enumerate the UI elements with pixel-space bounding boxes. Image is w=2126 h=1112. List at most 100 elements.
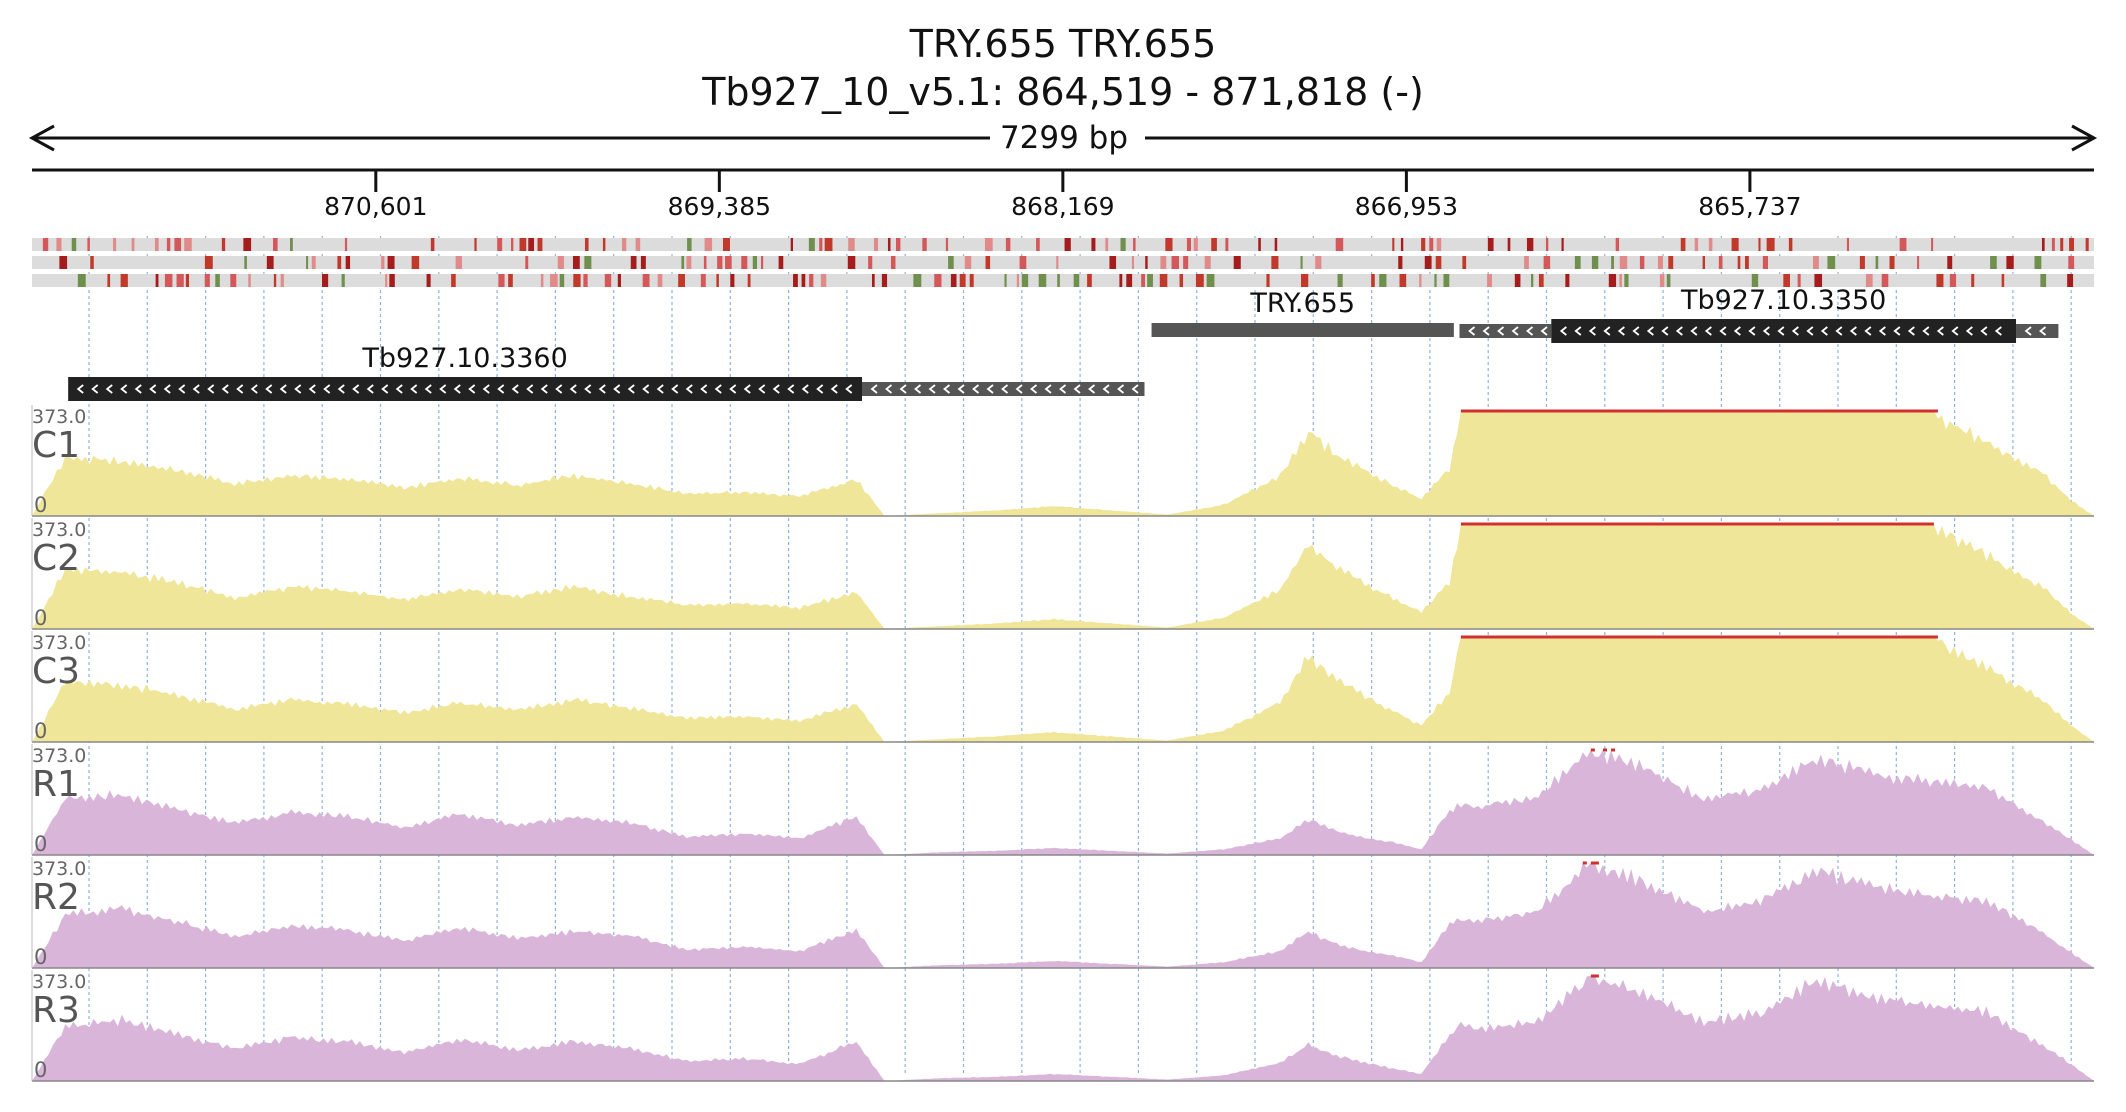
coverage-track-r1[interactable]: 373.0R1 0 xyxy=(31,744,2094,856)
strand-chevron-icon xyxy=(236,384,244,394)
variant-mark xyxy=(1145,256,1148,269)
strand-chevron-icon xyxy=(1482,326,1490,336)
strand-chevron-icon xyxy=(1777,326,1785,336)
coverage-track-c1[interactable]: 373.0C1 0 xyxy=(31,405,2094,517)
variant-mark xyxy=(1109,256,1117,269)
strand-chevron-icon xyxy=(381,384,389,394)
strand-chevron-icon xyxy=(845,384,853,394)
strand-chevron-icon xyxy=(729,384,737,394)
strand-chevron-icon xyxy=(323,384,331,394)
variant-mark xyxy=(1105,238,1109,251)
gene-tb927-10-3350[interactable]: Tb927.10.3350 xyxy=(1459,285,2059,343)
strand-chevron-icon xyxy=(1835,326,1843,336)
coverage-track-r3[interactable]: 373.0R3 0 xyxy=(31,970,2094,1082)
variant-mark xyxy=(1751,274,1759,287)
coverage-track-c2[interactable]: 373.0C2 0 xyxy=(31,518,2094,630)
variant-mark xyxy=(77,274,86,287)
variant-mark xyxy=(2001,274,2005,287)
strand-chevron-icon xyxy=(1936,326,1944,336)
variant-mark xyxy=(87,238,90,251)
variant-mark xyxy=(1335,238,1344,251)
variant-mark xyxy=(1186,238,1192,251)
variant-mark xyxy=(847,256,856,269)
variant-mark xyxy=(1421,238,1426,251)
variant-mark xyxy=(1574,256,1581,269)
strand-chevron-icon xyxy=(1044,384,1052,394)
variant-mark xyxy=(519,238,527,251)
variant-mark xyxy=(1718,256,1723,269)
variant-mark xyxy=(559,274,565,287)
strand-chevron-icon xyxy=(627,384,635,394)
strand-chevron-icon xyxy=(1980,326,1988,336)
variant-mark xyxy=(950,274,957,287)
variant-mark xyxy=(1875,256,1879,269)
strand-chevron-icon xyxy=(294,384,302,394)
strand-chevron-icon xyxy=(221,384,229,394)
ruler-tick-label: 868,169 xyxy=(1011,192,1114,221)
coverage-track-r2[interactable]: 373.0R2 0 xyxy=(31,857,2094,969)
arrow-left-icon xyxy=(28,124,55,152)
strand-chevron-icon xyxy=(453,384,461,394)
variant-mark xyxy=(703,256,707,269)
variant-mark xyxy=(984,238,993,251)
variant-mark xyxy=(243,238,252,251)
strand-chevron-icon xyxy=(163,384,171,394)
variant-mark xyxy=(430,238,435,251)
variant-mark xyxy=(1004,274,1007,287)
variant-mark xyxy=(964,256,972,269)
variant-mark xyxy=(1434,274,1437,287)
variant-mark xyxy=(640,256,646,269)
strand-chevron-icon xyxy=(1820,326,1828,336)
track-zero-label: 0 xyxy=(34,1058,47,1082)
track-max-label: 373.0 xyxy=(32,632,86,654)
strand-chevron-icon xyxy=(1951,326,1959,336)
strand-chevron-icon xyxy=(671,384,679,394)
strand-chevron-icon xyxy=(1661,326,1669,336)
variant-mark xyxy=(2041,238,2045,251)
variant-mark xyxy=(345,256,351,269)
variant-mark xyxy=(1731,238,1739,251)
gene-tb927-10-3360[interactable]: Tb927.10.3360 xyxy=(68,343,1145,401)
variant-mark xyxy=(311,256,316,269)
variant-mark xyxy=(686,256,692,269)
variant-mark xyxy=(528,238,535,251)
variant-mark xyxy=(176,274,184,287)
variant-mark xyxy=(1171,256,1179,269)
variant-mark xyxy=(1766,238,1775,251)
coverage-track-c3[interactable]: 373.0C3 0 xyxy=(31,631,2094,743)
track-name-label: C2 xyxy=(32,538,80,579)
variant-mark xyxy=(1624,274,1629,287)
variant-mark xyxy=(1165,238,1173,251)
variant-mark xyxy=(1266,274,1270,287)
variant-mark xyxy=(2068,256,2075,269)
variant-mark xyxy=(1608,274,1617,287)
gene-try-655[interactable]: TRY.655 xyxy=(1151,288,1454,337)
strand-chevron-icon xyxy=(540,384,548,394)
strand-chevron-icon xyxy=(1733,326,1741,336)
variant-mark xyxy=(1889,256,1895,269)
strand-chevron-icon xyxy=(468,384,476,394)
strand-chevron-icon xyxy=(1015,384,1023,394)
variant-mark xyxy=(1619,274,1622,287)
variant-mark xyxy=(2067,274,2074,287)
strand-chevron-icon xyxy=(685,384,693,394)
variant-mark xyxy=(913,274,922,287)
variant-row xyxy=(32,274,2094,287)
variant-mark xyxy=(266,256,274,269)
variant-mark xyxy=(1565,274,1570,287)
variant-mark xyxy=(56,238,62,251)
gene-body xyxy=(1151,323,1454,337)
strand-chevron-icon xyxy=(1690,326,1698,336)
ruler-tick-label: 869,385 xyxy=(668,192,771,221)
variant-mark xyxy=(1211,238,1217,251)
variant-mark xyxy=(184,238,192,251)
variant-mark xyxy=(166,238,171,251)
variant-mark xyxy=(344,238,348,251)
variant-mark xyxy=(1206,274,1215,287)
variant-row xyxy=(32,238,2094,251)
variant-mark xyxy=(2060,238,2064,251)
variant-mark xyxy=(808,238,815,251)
variant-mark xyxy=(1147,274,1153,287)
track-max-label: 373.0 xyxy=(32,406,86,428)
variant-mark xyxy=(321,274,329,287)
